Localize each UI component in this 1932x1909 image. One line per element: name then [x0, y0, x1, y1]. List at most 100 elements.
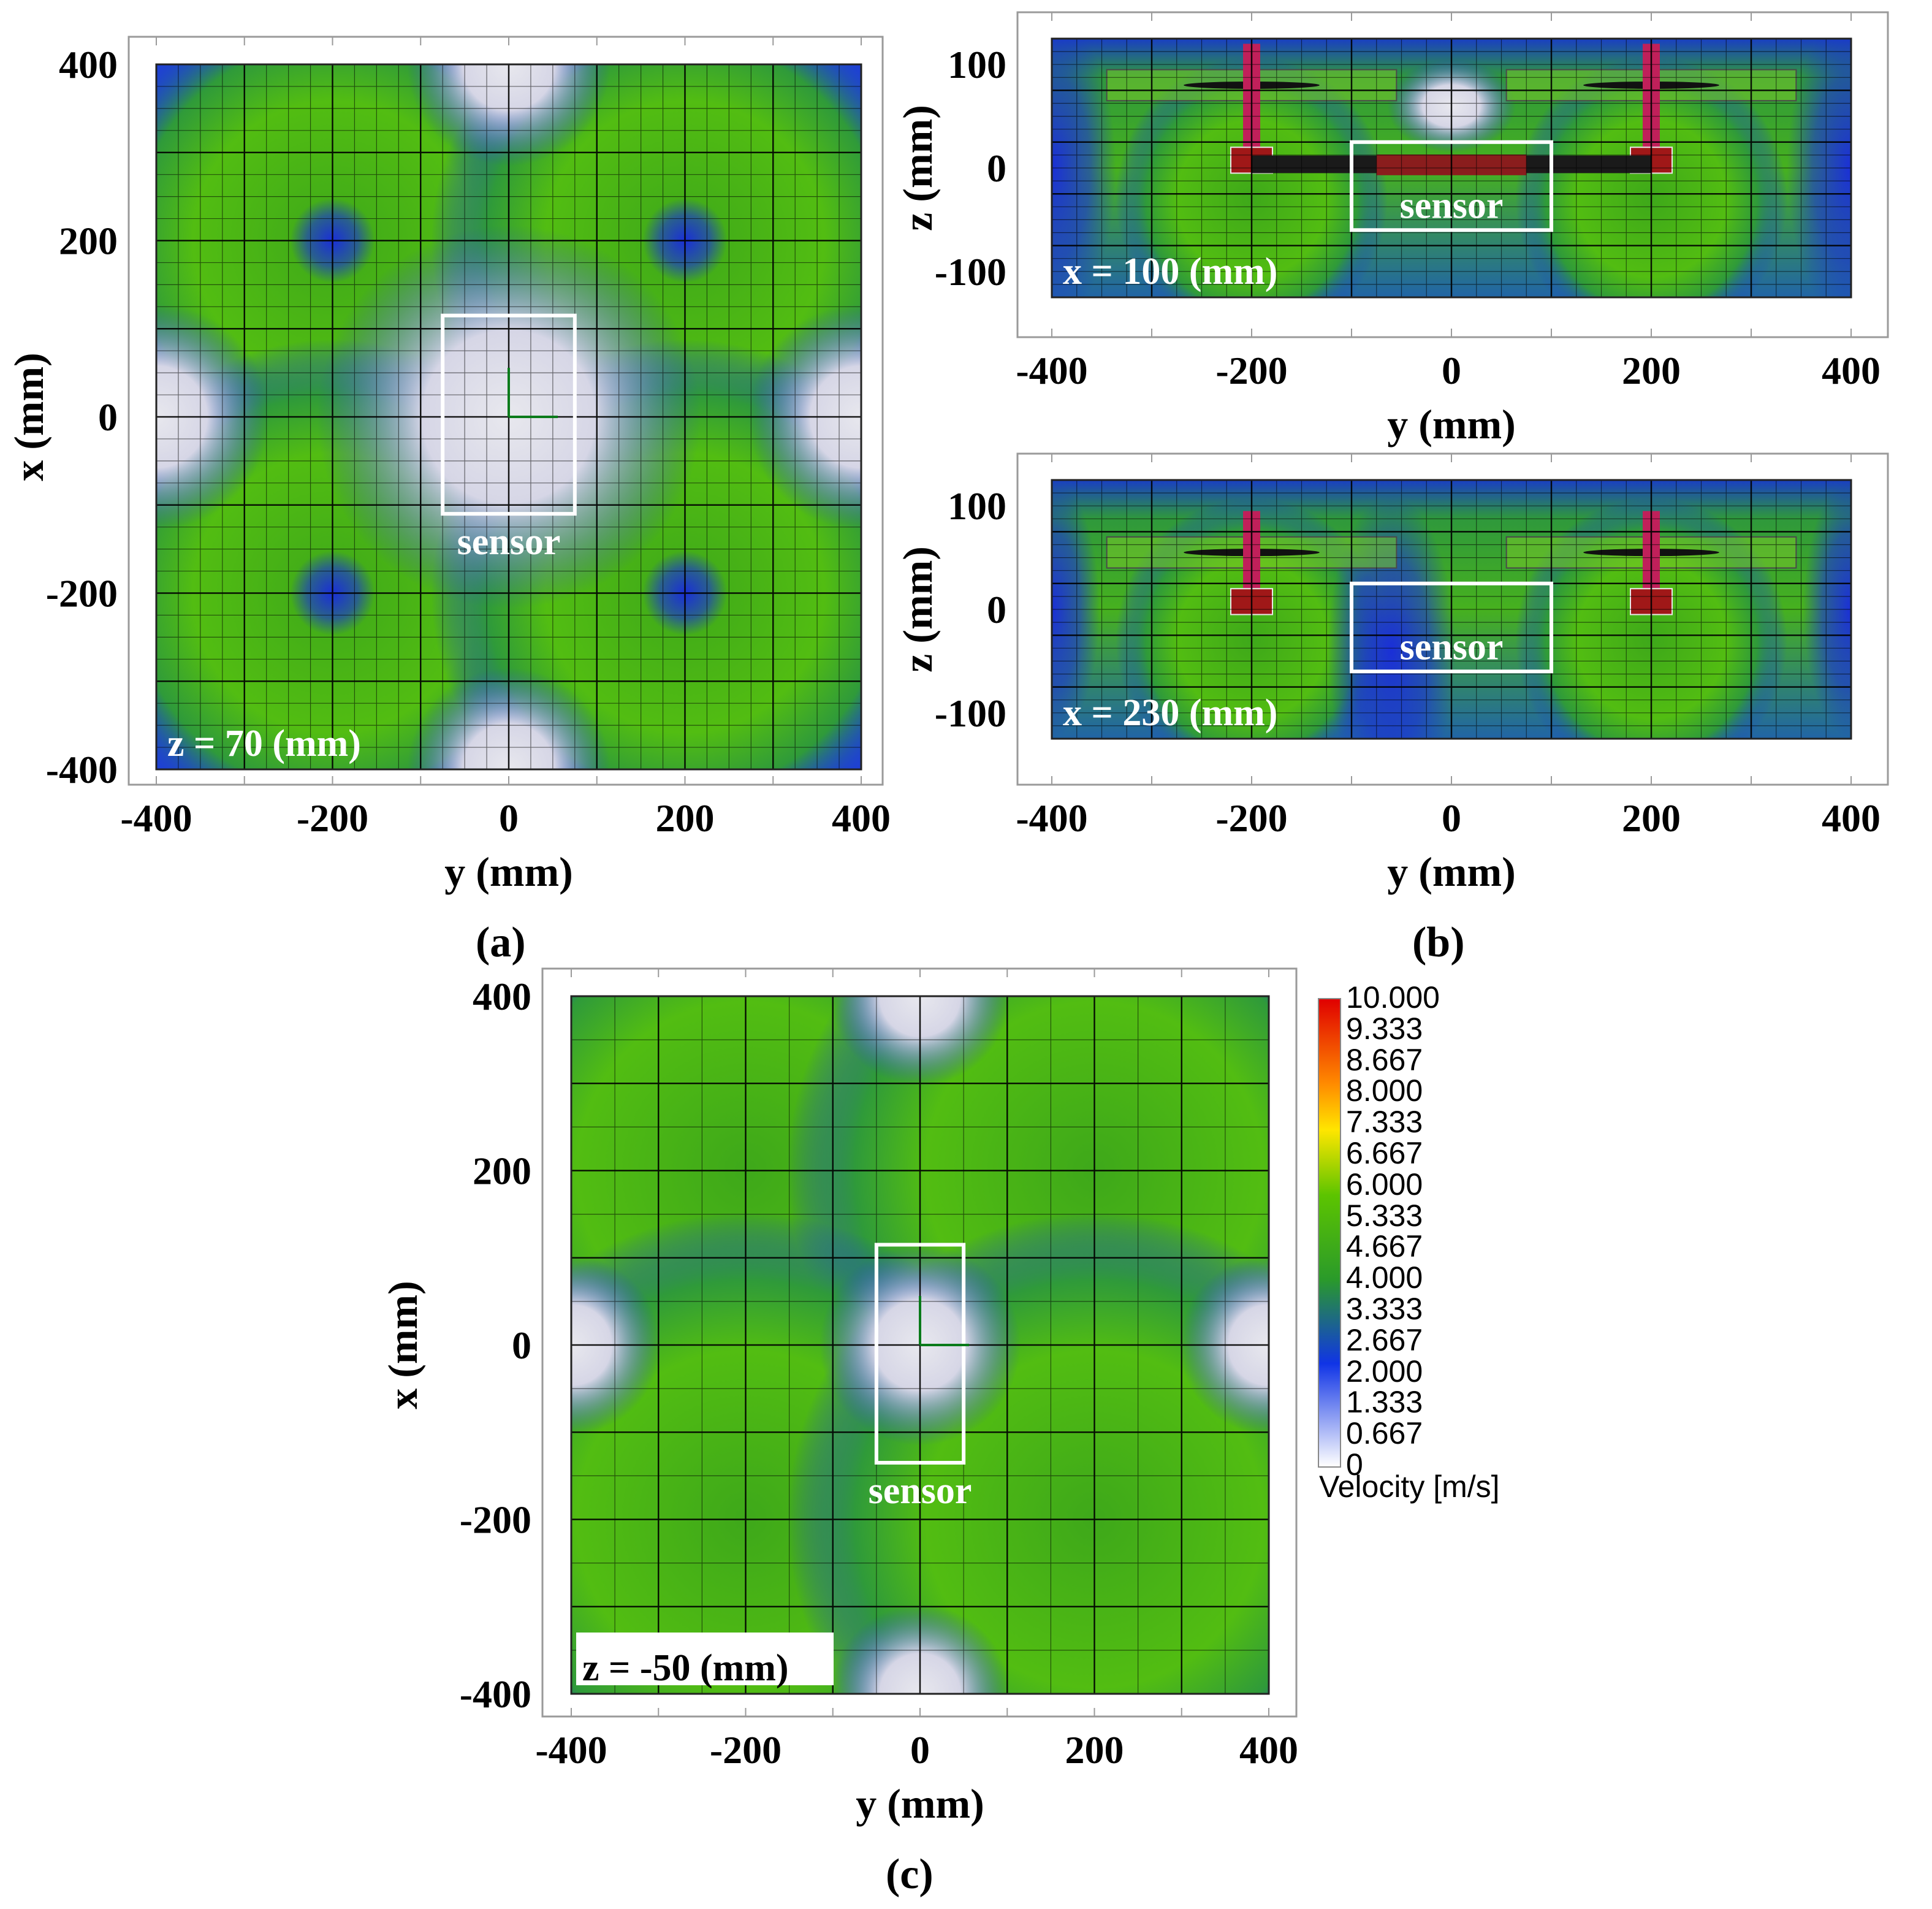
x-axis-label: y (mm): [1387, 401, 1516, 448]
slice-label-bg: [576, 1633, 834, 1685]
y-tick-label: 0: [987, 147, 1006, 190]
x-tick-label: -400: [535, 1728, 607, 1772]
x-tick-label: 0: [1442, 349, 1461, 392]
colorbar-tick-label: 8.667: [1346, 1042, 1423, 1077]
y-tick-label: 100: [948, 484, 1006, 528]
x-tick-label: -200: [710, 1728, 782, 1772]
x-tick-label: -400: [1016, 796, 1087, 840]
sensor-box: [1350, 581, 1553, 674]
y-tick-label: -200: [460, 1498, 531, 1542]
colorbar-tick-label: 0: [1346, 1447, 1363, 1482]
frame-ticks: [1051, 454, 1852, 785]
frame-ticks: [156, 37, 862, 785]
slice-label: z = -50 (mm): [582, 1647, 789, 1689]
slice-label: x = 230 (mm): [1063, 692, 1277, 734]
caption-a: (a): [476, 919, 526, 966]
sensor-box: [874, 1243, 966, 1465]
slice-label: x = 100 (mm): [1063, 251, 1277, 292]
x-axis-label: y (mm): [1387, 848, 1516, 895]
colorbar-tick-label: 7.333: [1346, 1105, 1423, 1140]
sensor-box: [1350, 140, 1553, 232]
x-tick-label: 400: [1822, 796, 1881, 840]
y-axis-label: z (mm): [894, 105, 941, 231]
x-tick-label: 0: [1442, 796, 1461, 840]
grid-major: [1052, 39, 1851, 297]
heatmap-field: [1052, 39, 1851, 297]
sensor-label: sensor: [1400, 626, 1504, 668]
panel-b-top-svg: -400 -200 0 200 400 100 0 -100 y (mm) z (mm) senso…: [894, 11, 1889, 448]
plot-border: [570, 995, 1270, 1695]
sensor-label: sensor: [869, 1470, 972, 1512]
y-tick-label: 400: [473, 975, 531, 1018]
y-tick-label: 200: [59, 219, 118, 263]
colorbar-tick-label: 6.667: [1346, 1136, 1423, 1170]
x-tick-label: 200: [656, 796, 715, 840]
colorbar-tick-label: 8.000: [1346, 1073, 1423, 1108]
x-axis-label: y (mm): [856, 1780, 984, 1827]
sensor-label: sensor: [457, 521, 561, 563]
colorbar-tick-label: 4.000: [1346, 1260, 1423, 1295]
x-tick-label: 200: [1622, 796, 1681, 840]
x-tick-label: 0: [910, 1728, 930, 1772]
panel-c-svg: -400 -200 0 200 400 400 200 0 -200 -400 y (mm) x (m…: [379, 967, 1298, 1827]
x-axis-label: y (mm): [444, 848, 573, 895]
y-tick-label: 0: [987, 588, 1006, 631]
y-tick-label: -400: [46, 748, 118, 791]
y-tick-label: 200: [473, 1149, 531, 1193]
colorbar-tick-label: 3.333: [1346, 1292, 1423, 1326]
x-tick-label: 400: [832, 796, 891, 840]
x-tick-label: 0: [499, 796, 519, 840]
frame-ticks: [571, 969, 1269, 1717]
colorbar-tick-label: 5.333: [1346, 1198, 1423, 1233]
x-tick-label: 200: [1622, 349, 1681, 392]
colorbar-tick-label: 0.667: [1346, 1416, 1423, 1451]
grid-major: [156, 64, 861, 769]
x-tick-label: 200: [1065, 1728, 1124, 1772]
x-tick-label: -200: [297, 796, 368, 840]
y-tick-label: -100: [935, 250, 1006, 294]
slice-label: z = 70 (mm): [167, 723, 361, 764]
sensor-label: sensor: [1400, 185, 1504, 226]
y-tick-label: -400: [460, 1672, 531, 1716]
caption-b: (b): [1412, 919, 1465, 966]
frame-ticks: [1051, 12, 1852, 337]
panel-b-bottom-heatmap: -400 -200 0 200 400 100 0 -100 y (mm) z (mm) senso…: [894, 448, 1932, 913]
x-tick-label: 400: [1239, 1728, 1298, 1772]
grid-major: [571, 996, 1269, 1694]
plot-border: [1051, 479, 1852, 740]
caption-c: (c): [886, 1851, 934, 1898]
plot-border: [155, 63, 862, 771]
x-tick-label: 400: [1822, 349, 1881, 392]
colorbar-tick-label: 6.000: [1346, 1167, 1423, 1202]
x-tick-label: -200: [1215, 349, 1287, 392]
y-tick-label: 0: [512, 1324, 531, 1367]
y-axis-label: z (mm): [894, 546, 941, 673]
y-axis-label: x (mm): [379, 1281, 426, 1409]
panel-a-heatmap: -400 -200 0 200 400 400 200 0 -200 -400 y (mm) x (m…: [0, 0, 895, 956]
colorbar-tick-label: 2.000: [1346, 1354, 1423, 1389]
sensor-box: [441, 313, 577, 516]
colorbar-tick-label: 4.667: [1346, 1229, 1423, 1264]
panel-a-svg: -400 -200 0 200 400 400 200 0 -200 -400 y (mm) x (m…: [6, 36, 891, 895]
panel-c-heatmap: -400 -200 0 200 400 400 200 0 -200 -400 y (mm) x (m…: [368, 956, 1324, 1909]
y-tick-label: 0: [98, 395, 118, 439]
heatmap-field: [156, 64, 861, 769]
colorbar-tick-label: 1.333: [1346, 1385, 1423, 1420]
x-tick-label: -200: [1215, 796, 1287, 840]
y-axis-label: x (mm): [6, 352, 52, 481]
colorbar-tick-label: 9.333: [1346, 1011, 1423, 1046]
panel-b-bottom-svg: -400 -200 0 200 400 100 0 -100 y (mm) z (mm) senso…: [894, 452, 1889, 895]
colorbar-tick-label: 10.000: [1346, 980, 1440, 1015]
colorbar-tick-label: 2.667: [1346, 1322, 1423, 1357]
y-tick-label: -200: [46, 572, 118, 615]
colorbar-title: Velocity [m/s]: [1319, 1469, 1500, 1504]
y-tick-label: 400: [59, 43, 118, 86]
y-tick-label: -100: [935, 692, 1006, 735]
plot-border: [1051, 37, 1852, 299]
colorbar-gradient: [1318, 998, 1341, 1468]
x-tick-label: -400: [120, 796, 192, 840]
x-tick-label: -400: [1016, 349, 1087, 392]
panel-b-top-heatmap: -400 -200 0 200 400 100 0 -100 y (mm) z (mm) senso…: [894, 0, 1932, 454]
heatmap-field: [1052, 480, 1851, 739]
y-tick-label: 100: [948, 43, 1006, 86]
